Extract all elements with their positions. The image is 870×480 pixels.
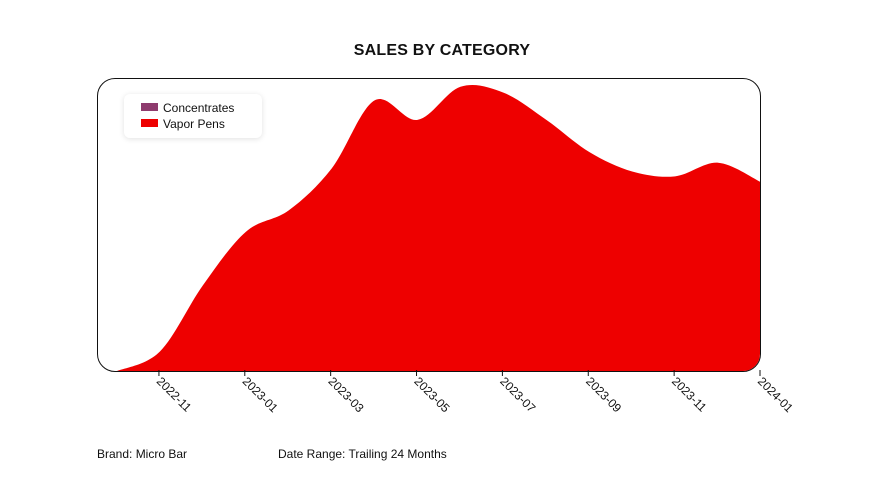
legend-label-vapor-pens: Vapor Pens xyxy=(163,116,225,131)
area-series-vapor-pens[interactable] xyxy=(117,85,760,371)
x-tick-label: 2022-11 xyxy=(154,374,195,415)
x-tick-label: 2023-01 xyxy=(240,374,281,415)
legend-swatch-vapor-pens xyxy=(141,118,158,127)
legend-label-concentrates: Concentrates xyxy=(163,100,235,115)
area-chart xyxy=(117,85,760,371)
x-tick-label: 2024-01 xyxy=(755,374,796,415)
legend-item-vapor-pens[interactable]: Vapor Pens xyxy=(141,115,225,131)
brand-label: Brand: Micro Bar xyxy=(97,447,188,461)
legend-item-concentrates[interactable]: Concentrates xyxy=(141,99,234,115)
chart-title: SALES BY CATEGORY xyxy=(353,42,531,59)
x-tick-label: 2023-03 xyxy=(326,374,367,415)
x-tick-label: 2023-09 xyxy=(583,374,624,415)
date-range-label: Date Range: Trailing 24 Months xyxy=(278,447,447,461)
plot-area xyxy=(97,78,761,372)
legend: Concentrates Vapor Pens xyxy=(124,94,262,138)
legend-swatch-concentrates xyxy=(141,102,158,111)
x-tick-label: 2023-07 xyxy=(497,374,538,415)
x-tick-label: 2023-11 xyxy=(669,374,710,415)
x-tick-label: 2023-05 xyxy=(411,374,452,415)
